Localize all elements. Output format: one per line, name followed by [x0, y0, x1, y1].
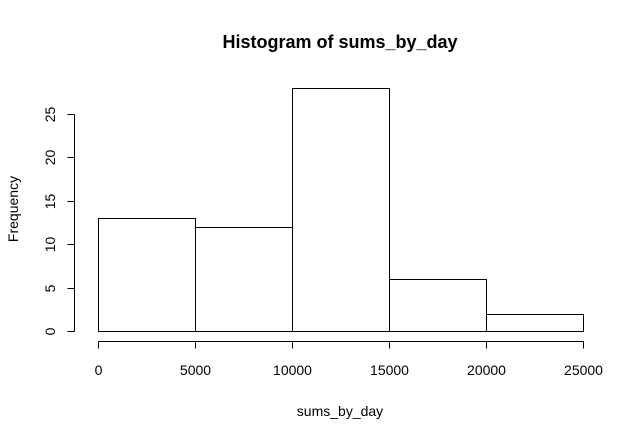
y-tick-label: 20 [42, 150, 58, 166]
x-axis-label: sums_by_day [297, 403, 383, 419]
y-tick-label: 5 [42, 284, 58, 292]
histogram-bar-4 [486, 314, 584, 332]
y-tick-label: 15 [42, 194, 58, 210]
x-axis: 0 5000 10000 15000 20000 25000 [95, 341, 603, 378]
histogram-bar-1 [195, 227, 293, 332]
y-tick-label: 10 [42, 237, 58, 253]
histogram-bar-2 [292, 88, 390, 332]
y-tick-label: 0 [42, 327, 58, 335]
x-tick-label: 25000 [564, 362, 603, 378]
y-tick-label: 25 [42, 107, 58, 123]
x-tick-label: 5000 [180, 362, 211, 378]
x-tick-label: 20000 [467, 362, 506, 378]
bars-group [98, 88, 584, 332]
x-tick-label: 10000 [273, 362, 312, 378]
y-axis: 0 5 10 15 20 25 [42, 107, 75, 335]
y-axis-label: Frequency [5, 176, 21, 242]
x-tick-label: 15000 [370, 362, 409, 378]
chart-title: Histogram of sums_by_day [222, 32, 457, 52]
histogram-bar-3 [389, 279, 487, 332]
histogram-bar-0 [98, 218, 196, 332]
x-tick-label: 0 [95, 362, 103, 378]
